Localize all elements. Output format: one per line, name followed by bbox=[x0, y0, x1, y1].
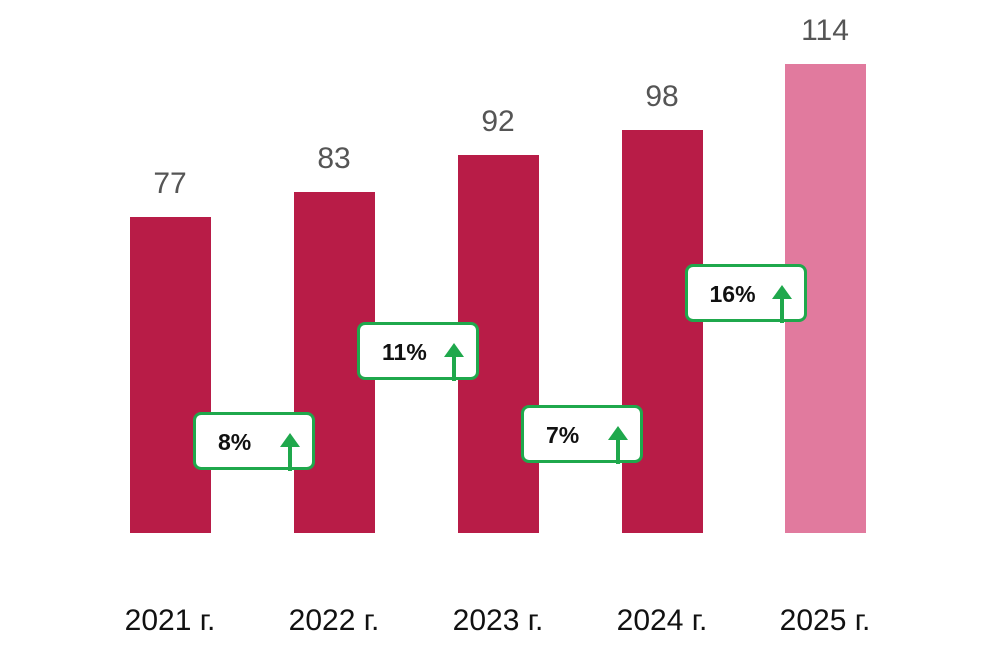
growth-label: 16% bbox=[709, 281, 756, 307]
arrow-up-icon bbox=[608, 426, 628, 464]
growth-label: 11% bbox=[382, 339, 427, 365]
arrow-up-icon bbox=[444, 343, 464, 381]
data-label: 114 bbox=[801, 14, 849, 48]
data-label: 77 bbox=[153, 166, 187, 200]
bar-0 bbox=[130, 216, 211, 533]
data-label: 92 bbox=[481, 104, 515, 138]
growth-label: 7% bbox=[546, 422, 580, 448]
data-label: 83 bbox=[317, 141, 351, 175]
x-tick-label: 2022 г. bbox=[288, 604, 380, 637]
x-tick-label: 2025 г. bbox=[779, 604, 871, 637]
arrow-up-icon bbox=[771, 285, 792, 323]
arrow-up-icon bbox=[280, 433, 300, 471]
growth-badge: 7% bbox=[521, 405, 643, 464]
growth-badge: 16% bbox=[684, 264, 807, 323]
x-tick-label: 2023 г. bbox=[452, 604, 544, 637]
x-tick-label: 2024 г. bbox=[616, 604, 708, 637]
growth-badge: 11% bbox=[357, 322, 479, 381]
bar-3 bbox=[622, 130, 703, 533]
x-tick-label: 2021 г. bbox=[124, 604, 216, 637]
growth-label: 8% bbox=[218, 429, 252, 455]
growth-badge: 8% bbox=[193, 412, 315, 471]
data-label: 98 bbox=[645, 80, 679, 114]
